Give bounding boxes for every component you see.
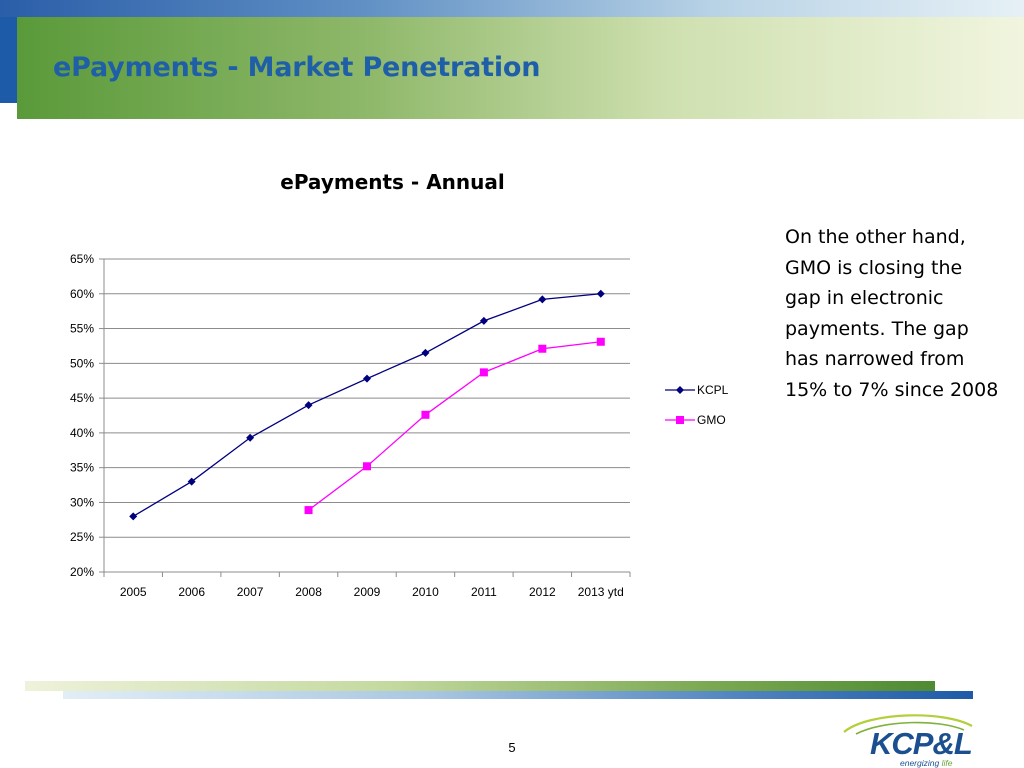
data-point-kcpl — [538, 295, 547, 304]
side-commentary: On the other hand, GMO is closing the ga… — [785, 226, 999, 401]
left-accent-bar — [0, 17, 17, 103]
page-number: 5 — [508, 740, 516, 755]
data-point-gmo — [479, 368, 488, 377]
logo-wordmark: KCP&L — [870, 726, 972, 761]
bottom-blue-stripe — [63, 691, 973, 699]
data-point-kcpl — [304, 401, 313, 410]
legend-marker-kcpl — [676, 386, 684, 394]
x-tick-label: 2005 — [120, 585, 147, 599]
kcpl-logo: KCP&L energizing life — [843, 714, 973, 768]
x-tick-label: 2008 — [295, 585, 322, 599]
logo-tagline-life: life — [942, 758, 953, 768]
logo-swoosh-inner — [855, 721, 965, 735]
data-point-gmo — [596, 337, 605, 346]
y-tick-label: 25% — [70, 530, 94, 544]
y-tick-label: 35% — [70, 461, 94, 475]
x-tick-label: 2007 — [237, 585, 264, 599]
data-point-gmo — [538, 344, 547, 353]
y-tick-label: 30% — [70, 495, 94, 509]
y-tick-label: 40% — [70, 426, 94, 440]
x-tick-label: 2013 ytd — [578, 585, 624, 599]
data-point-gmo — [421, 410, 430, 419]
data-point-kcpl — [129, 512, 138, 521]
logo-tagline: energizing life — [900, 758, 953, 768]
y-tick-label: 50% — [70, 356, 94, 370]
x-tick-label: 2012 — [529, 585, 556, 599]
chart-title: ePayments - Annual — [280, 170, 505, 194]
x-tick-label: 2006 — [178, 585, 205, 599]
y-tick-label: 20% — [70, 565, 94, 579]
legend-label-kcpl: KCPL — [697, 383, 729, 397]
x-tick-label: 2009 — [354, 585, 381, 599]
x-tick-label: 2011 — [471, 585, 497, 599]
logo-swoosh-outer — [843, 714, 973, 733]
series-line-gmo — [308, 341, 601, 511]
legend-label-gmo: GMO — [697, 413, 726, 427]
top-decor-stripe — [0, 0, 1024, 17]
x-tick-label: 2010 — [412, 585, 439, 599]
legend-marker-gmo — [676, 416, 684, 424]
logo-tagline-energizing: energizing — [900, 758, 939, 768]
title-band — [17, 17, 1024, 119]
y-tick-label: 55% — [70, 322, 94, 336]
data-point-kcpl — [421, 348, 430, 357]
data-point-kcpl — [246, 433, 255, 442]
series-line-kcpl — [132, 293, 601, 517]
slide-title: ePayments - Market Penetration — [53, 52, 541, 83]
y-tick-label: 45% — [70, 391, 94, 405]
data-point-kcpl — [363, 374, 371, 383]
data-point-gmo — [363, 462, 371, 471]
y-tick-label: 65% — [70, 252, 94, 266]
data-point-kcpl — [187, 477, 196, 486]
data-point-gmo — [304, 506, 313, 515]
data-point-kcpl — [479, 316, 488, 325]
data-point-kcpl — [596, 289, 605, 298]
y-tick-label: 60% — [70, 287, 94, 301]
bottom-green-stripe — [25, 681, 935, 691]
